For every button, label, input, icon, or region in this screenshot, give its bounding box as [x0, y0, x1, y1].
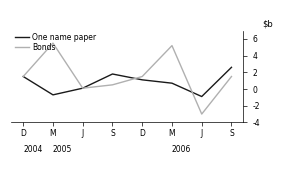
- Line: One name paper: One name paper: [23, 67, 231, 97]
- Bonds: [170, 45, 174, 47]
- One name paper: [200, 96, 203, 98]
- One name paper: [170, 82, 174, 84]
- One name paper: [51, 94, 55, 96]
- Text: $b: $b: [262, 20, 273, 29]
- Text: 2004: 2004: [23, 145, 43, 154]
- Text: 2006: 2006: [172, 145, 191, 154]
- One name paper: [81, 87, 84, 89]
- Bonds: [111, 84, 114, 86]
- Bonds: [141, 75, 144, 78]
- Line: Bonds: Bonds: [23, 43, 231, 114]
- Bonds: [22, 75, 25, 78]
- Legend: One name paper, Bonds: One name paper, Bonds: [15, 33, 96, 52]
- One name paper: [22, 75, 25, 78]
- Bonds: [230, 75, 233, 78]
- Bonds: [51, 42, 55, 44]
- One name paper: [111, 73, 114, 75]
- One name paper: [141, 79, 144, 81]
- Bonds: [81, 87, 84, 89]
- Text: 2005: 2005: [53, 145, 72, 154]
- One name paper: [230, 66, 233, 68]
- Bonds: [200, 113, 203, 115]
